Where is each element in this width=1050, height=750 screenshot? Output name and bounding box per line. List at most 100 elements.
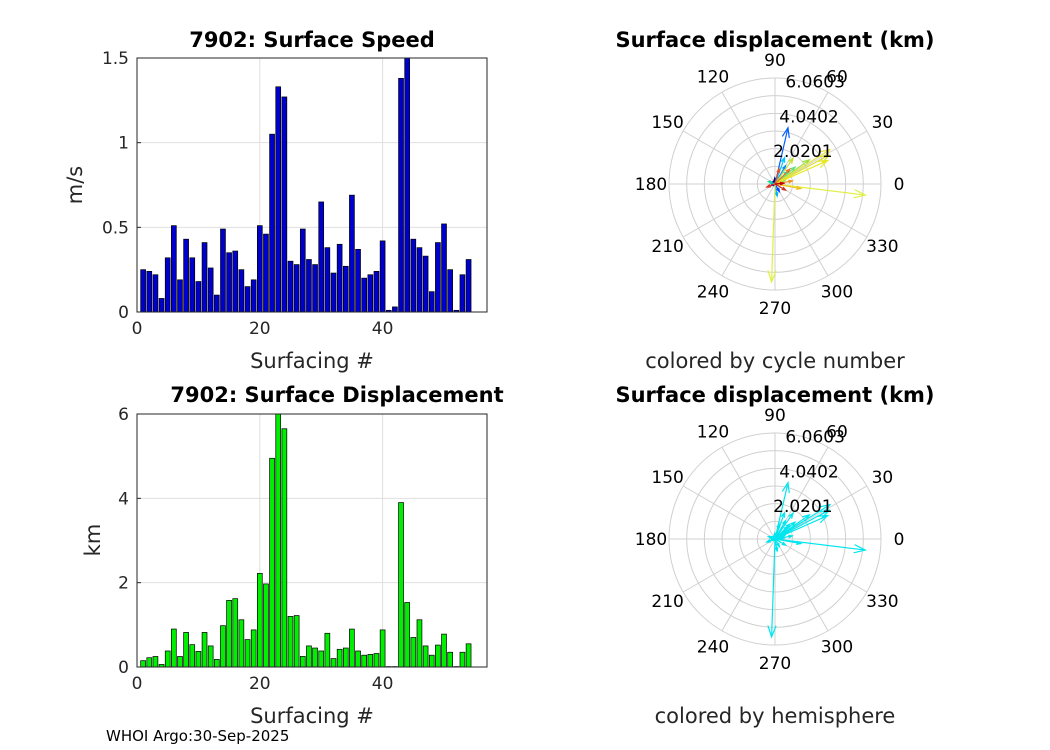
speed-bar <box>330 272 337 313</box>
displacement-bar <box>232 598 239 668</box>
polar-hemisphere-angle-label: 30 <box>872 468 894 488</box>
displacement-x-tick-label: 0 <box>132 674 143 694</box>
polar-cycle-angle-label: 30 <box>872 113 894 133</box>
speed-bar <box>189 257 196 313</box>
speed-bar <box>441 223 447 313</box>
displacement-bar <box>435 644 441 668</box>
polar-cycle-spoke <box>774 183 868 238</box>
polar-hemisphere-vector-head <box>774 547 779 553</box>
polar-cycle-angle-label: 270 <box>759 299 791 319</box>
polar-hemisphere-vector <box>770 538 776 637</box>
polar-hemisphere-spoke <box>721 446 776 540</box>
displacement-bar <box>152 656 159 668</box>
speed-bar <box>164 257 171 313</box>
displacement-chart-title: 7902: Surface Displacement <box>170 383 503 407</box>
displacement-y-tick-label: 6 <box>118 405 129 425</box>
speed-bar <box>392 306 398 313</box>
speed-y-tick-label: 1.5 <box>102 49 129 69</box>
polar-hemisphere-radial-label: 4.0402 <box>779 462 838 482</box>
displacement-bar <box>324 632 331 668</box>
displacement-bar <box>459 651 466 668</box>
displacement-bar <box>318 650 325 668</box>
polar-hemisphere-angle-label: 180 <box>635 530 667 550</box>
polar-cycle-angle-label: 120 <box>697 68 729 88</box>
displacement-bar <box>238 619 245 668</box>
polar-hemisphere-vector-head <box>853 544 868 554</box>
speed-bar <box>355 248 361 313</box>
speed-bar <box>422 255 429 313</box>
polar-cycle-vector <box>770 183 776 282</box>
polar-cycle-vector-head <box>781 126 790 139</box>
displacement-axes-frame <box>136 413 488 668</box>
polar-hemisphere-vector-head <box>818 503 832 515</box>
displacement-bar <box>177 656 183 668</box>
displacement-bar <box>293 615 300 668</box>
polar-hemisphere-angle-label: 60 <box>826 423 848 443</box>
polar-cycle-vector-head <box>853 189 868 199</box>
displacement-x-tick-label: 20 <box>249 674 271 694</box>
speed-bar <box>263 233 269 313</box>
displacement-bar <box>379 629 386 668</box>
speed-bar <box>361 277 367 313</box>
displacement-bar <box>404 602 410 668</box>
polar-cycle-vector-head <box>781 186 788 191</box>
polar-cycle-chart: Surface displacement (km) colored by cyc… <box>615 28 934 373</box>
polar-cycle-vector <box>774 159 828 185</box>
polar-cycle-vector-head <box>776 167 781 173</box>
speed-bar <box>447 269 453 313</box>
speed-bar <box>287 260 294 313</box>
polar-cycle-vector-head <box>775 187 781 194</box>
displacement-bar <box>171 628 177 668</box>
polar-hemisphere-spoke <box>721 538 776 632</box>
polar-hemisphere-vector-head <box>790 521 797 527</box>
polar-cycle-vector-head <box>788 179 794 184</box>
displacement-bar <box>140 660 146 668</box>
displacement-bar <box>257 573 263 668</box>
polar-hemisphere-spoke <box>774 538 829 632</box>
polar-cycle-vector-head <box>796 185 803 190</box>
polar-cycle-vector <box>774 168 780 185</box>
polar-cycle-vector <box>774 149 831 185</box>
displacement-bar <box>355 650 361 668</box>
displacement-y-tick-label: 4 <box>118 489 129 509</box>
displacement-bar <box>164 650 171 668</box>
polar-cycle-radial-label: 4.0402 <box>779 107 838 127</box>
speed-bar <box>318 201 325 313</box>
displacement-bar <box>428 654 435 668</box>
speed-bar <box>367 274 374 313</box>
displacement-bar <box>447 651 453 668</box>
speed-bar <box>336 243 343 313</box>
speed-bar <box>281 96 288 313</box>
speed-bar <box>244 286 251 313</box>
displacement-bar <box>330 658 337 668</box>
speed-y-tick-label: 0 <box>118 303 129 323</box>
polar-cycle-angle-label: 240 <box>697 282 729 302</box>
polar-hemisphere-chart: Surface displacement (km) colored by hem… <box>615 383 934 728</box>
displacement-x-tick-label: 40 <box>372 674 394 694</box>
polar-cycle-spoke <box>682 130 776 185</box>
speed-y-tick-label: 0.5 <box>102 218 129 238</box>
polar-hemisphere-vector <box>774 509 830 540</box>
speed-bar <box>201 242 208 313</box>
displacement-bar <box>214 659 220 668</box>
speed-bar <box>342 265 349 313</box>
polar-cycle-vector <box>774 154 830 185</box>
polar-cycle-radial-label: 2.0201 <box>773 142 832 162</box>
speed-bar <box>410 238 417 313</box>
polar-hemisphere-angle-label: 120 <box>697 423 729 443</box>
displacement-bar <box>349 628 355 668</box>
speed-bar <box>379 240 386 313</box>
displacement-bar <box>416 619 423 668</box>
speed-bar <box>207 267 214 313</box>
polar-hemisphere-vector-head <box>796 540 803 545</box>
displacement-bar <box>220 625 226 668</box>
displacement-bar <box>189 644 196 668</box>
displacement-bar <box>201 632 208 668</box>
displacement-bar <box>306 645 312 668</box>
polar-cycle-vector-head <box>785 167 792 174</box>
displacement-bar <box>361 654 367 668</box>
polar-hemisphere-vector-head <box>781 481 790 494</box>
polar-hemisphere-angle-label: 90 <box>764 406 786 426</box>
displacement-bar <box>275 413 282 668</box>
